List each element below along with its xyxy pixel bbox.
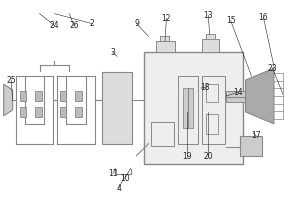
Text: 13: 13	[203, 11, 213, 20]
Bar	[35, 107, 42, 117]
Text: 24: 24	[50, 21, 59, 30]
Bar	[20, 107, 26, 117]
Text: 14: 14	[233, 88, 243, 97]
Bar	[75, 91, 82, 101]
Text: 11: 11	[108, 169, 117, 178]
Bar	[144, 52, 243, 164]
Text: 2: 2	[89, 19, 94, 28]
Text: 20: 20	[203, 152, 213, 161]
Text: 19: 19	[182, 152, 192, 161]
Bar	[156, 41, 176, 52]
Bar	[102, 72, 132, 144]
Text: 17: 17	[251, 131, 261, 140]
Bar	[35, 91, 42, 101]
Bar	[160, 36, 169, 41]
Bar	[202, 76, 225, 144]
Bar	[226, 91, 246, 102]
Bar	[60, 91, 66, 101]
Text: 3: 3	[110, 48, 115, 57]
Bar	[206, 114, 218, 134]
Text: 26: 26	[69, 21, 79, 30]
Polygon shape	[4, 84, 13, 116]
Text: 15: 15	[226, 16, 236, 25]
Bar	[178, 76, 198, 144]
Text: 10: 10	[120, 174, 129, 183]
Text: 16: 16	[259, 13, 268, 22]
Bar	[206, 84, 218, 102]
Bar	[20, 91, 26, 101]
Bar	[206, 34, 215, 39]
Text: 18: 18	[200, 83, 210, 92]
Text: 9: 9	[134, 19, 139, 28]
Bar	[75, 107, 82, 117]
Bar	[240, 136, 262, 156]
Bar	[183, 88, 193, 128]
Bar	[202, 39, 219, 52]
Text: 12: 12	[162, 14, 171, 23]
Bar	[152, 122, 174, 146]
Polygon shape	[246, 68, 274, 124]
Text: 25: 25	[6, 76, 16, 85]
Bar	[60, 107, 66, 117]
Text: 23: 23	[268, 64, 277, 73]
Text: 4: 4	[116, 184, 121, 193]
